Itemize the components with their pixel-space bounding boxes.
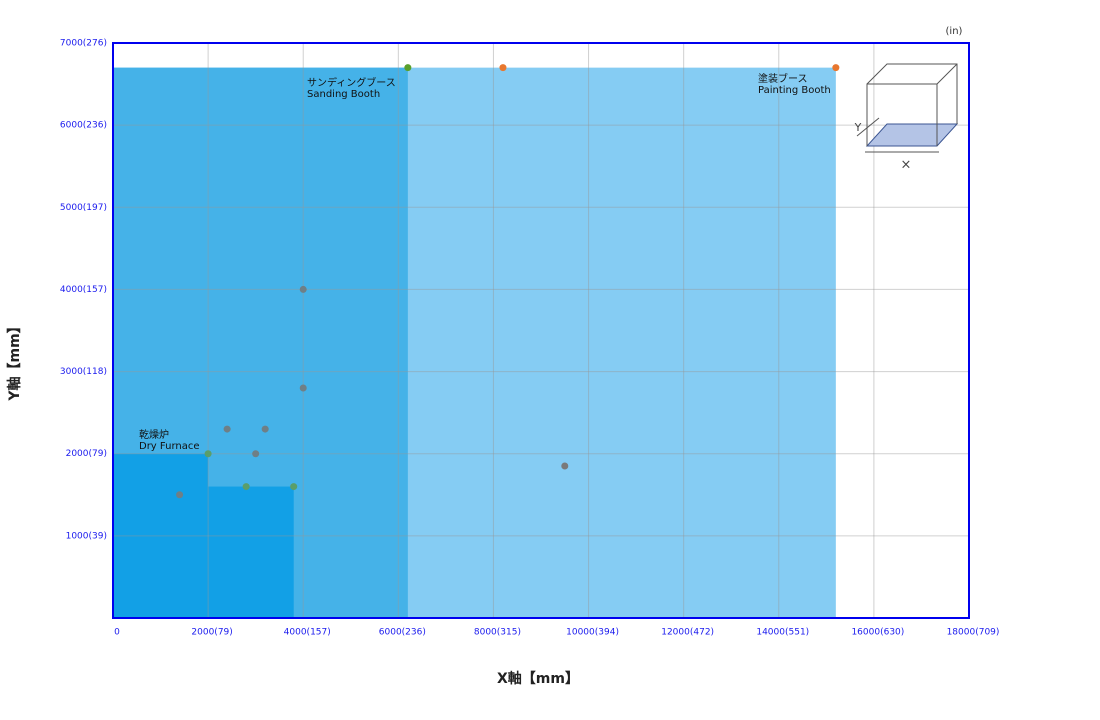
labels: 0 2000(79) 4000(157) 6000(236) 8000(315) 1000…: [60, 39, 1000, 638]
y-tick-label: 6000(236): [60, 121, 107, 131]
y-tick-label: 3000(118): [60, 367, 107, 377]
dimension-icon: [856, 63, 959, 153]
point: [404, 64, 412, 72]
y-tick-label: 2000(79): [66, 449, 107, 459]
point: [261, 425, 269, 433]
y-tick-label: 1000(39): [66, 531, 107, 541]
y-tick-label: 5000(197): [60, 203, 107, 213]
x-tick-label: 2000(79): [191, 628, 232, 638]
regions: [113, 67, 836, 618]
x-tick-label: 6000(236): [379, 628, 426, 638]
region-rect: [208, 486, 294, 618]
point: [223, 425, 231, 433]
y-tick-label: 7000(276): [60, 39, 107, 49]
point: [290, 483, 298, 491]
region-label: Dry Furnace: [139, 441, 200, 452]
x-tick-label: 0: [114, 628, 120, 638]
point: [832, 64, 840, 72]
point: [499, 64, 507, 72]
plot-border: [112, 42, 970, 619]
region-label: 塗装ブース: [758, 72, 808, 85]
point: [176, 491, 184, 499]
x-tick-label: 10000(394): [566, 628, 619, 638]
point: [561, 462, 569, 470]
x-tick-label: 18000(709): [947, 628, 1000, 638]
x-tick-label: 16000(630): [851, 628, 904, 638]
point: [252, 450, 260, 458]
unit-note: (in): [946, 26, 963, 37]
y-axis-label: Y軸【mm】: [6, 319, 23, 401]
icon-y-letter: Y: [854, 121, 862, 134]
region-rect: [113, 453, 209, 618]
region-label: 乾燥炉: [139, 428, 169, 441]
region-label: Painting Booth: [758, 85, 831, 96]
x-tick-label: 14000(551): [756, 628, 809, 638]
x-tick-label: 12000(472): [661, 628, 714, 638]
x-tick-label: 4000(157): [284, 628, 331, 638]
region-label: Sanding Booth: [307, 89, 380, 100]
y-tick-label: 4000(157): [60, 285, 107, 295]
x-tick-label: 8000(315): [474, 628, 521, 638]
point: [204, 450, 212, 458]
icon-x-letter: ×: [901, 158, 912, 173]
point: [299, 384, 307, 392]
x-axis-label: X軸【mm】: [497, 670, 579, 687]
points: [176, 64, 840, 499]
point: [242, 483, 250, 491]
region-label: サンディングブース: [307, 76, 396, 89]
point: [299, 285, 307, 293]
